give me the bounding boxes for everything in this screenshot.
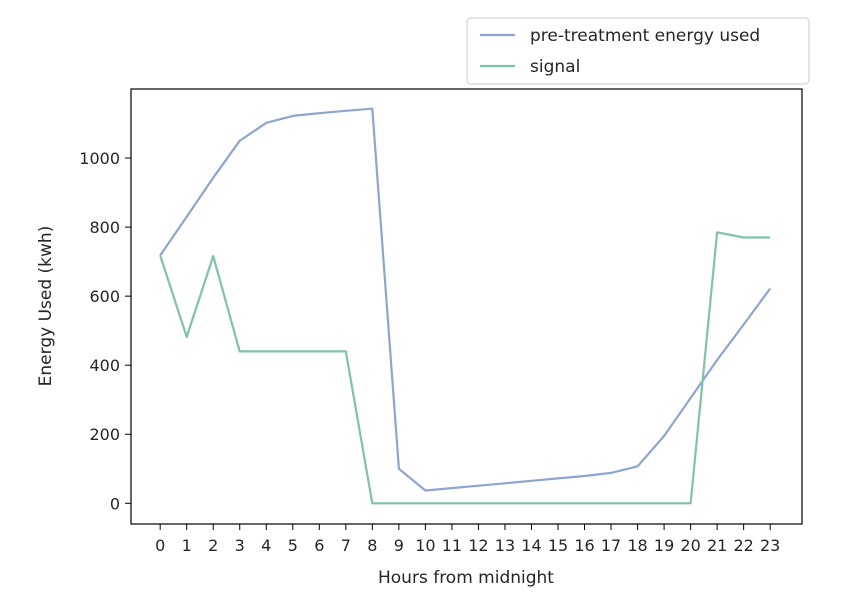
x-tick-label: 2: [208, 536, 218, 555]
y-tick-label: 600: [89, 287, 120, 306]
x-tick-label: 13: [495, 536, 515, 555]
x-tick-label: 4: [261, 536, 271, 555]
x-tick-label: 10: [415, 536, 435, 555]
x-tick-label: 5: [288, 536, 298, 555]
legend: pre-treatment energy used signal: [466, 17, 810, 85]
y-tick-label: 0: [110, 494, 120, 513]
x-axis-ticks: 0 1 2 3 4 5 6 7 8 9 10 11 12 13 14 15 16 17 18 19 20 21 22 23: [155, 524, 780, 555]
x-tick-label: 16: [574, 536, 594, 555]
x-tick-label: 11: [442, 536, 462, 555]
x-tick-label: 1: [182, 536, 192, 555]
series-line-pre-treatment-energy-used: [159, 107, 772, 492]
legend-label-signal: signal: [530, 57, 580, 77]
x-tick-label: 19: [654, 536, 674, 555]
y-tick-label: 200: [89, 425, 120, 444]
series-lines: [159, 107, 772, 505]
x-tick-label: 21: [707, 536, 727, 555]
x-tick-label: 20: [680, 536, 700, 555]
y-tick-label: 800: [89, 218, 120, 237]
plot-area-frame: [130, 88, 803, 525]
series-line-signal: [159, 231, 771, 505]
x-tick-label: 12: [468, 536, 488, 555]
x-tick-label: 3: [235, 536, 245, 555]
legend-box: [466, 17, 810, 85]
y-axis-ticks: 0 200 400 600 800 1000: [79, 149, 131, 513]
x-tick-label: 15: [548, 536, 568, 555]
x-tick-label: 9: [394, 536, 404, 555]
x-tick-label: 6: [314, 536, 324, 555]
x-tick-label: 8: [367, 536, 377, 555]
legend-label-pre-treatment: pre-treatment energy used: [530, 26, 760, 46]
x-axis-label: Hours from midnight: [378, 568, 554, 588]
x-tick-label: 17: [601, 536, 621, 555]
x-tick-label: 18: [627, 536, 647, 555]
y-tick-label: 400: [89, 356, 120, 375]
x-tick-label: 7: [341, 536, 351, 555]
x-tick-label: 23: [760, 536, 780, 555]
x-tick-label: 22: [733, 536, 753, 555]
x-tick-label: 14: [521, 536, 541, 555]
y-tick-label: 1000: [79, 149, 120, 168]
y-axis-label: Energy Used (kwh): [36, 226, 56, 387]
x-tick-label: 0: [155, 536, 165, 555]
